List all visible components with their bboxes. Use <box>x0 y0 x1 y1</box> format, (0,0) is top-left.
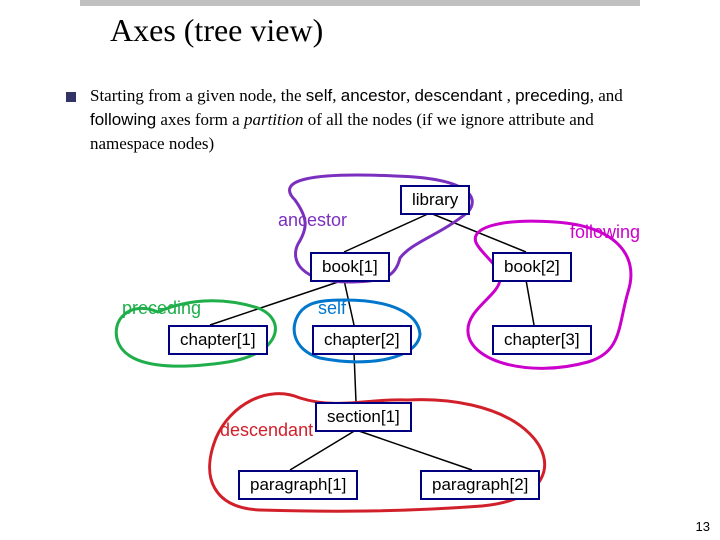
node-section1: section[1] <box>315 402 412 432</box>
sep4: , and <box>590 86 623 105</box>
self-label: self <box>318 298 346 319</box>
bullet-icon <box>66 92 76 102</box>
node-library: library <box>400 185 470 215</box>
p-partition: partition <box>244 110 304 129</box>
kw-preceding: preceding <box>515 86 590 105</box>
descendant-label: descendant <box>220 420 313 441</box>
node-chapter1: chapter[1] <box>168 325 268 355</box>
sep1: , <box>332 86 341 105</box>
following-label: following <box>570 222 640 243</box>
page-number: 13 <box>696 519 710 534</box>
header-rule <box>80 0 640 6</box>
kw-ancestor: ancestor <box>341 86 406 105</box>
sep3: , <box>502 86 515 105</box>
node-book1: book[1] <box>310 252 390 282</box>
ancestor-label: ancestor <box>278 210 347 231</box>
kw-following: following <box>90 110 156 129</box>
kw-self: self <box>306 86 332 105</box>
node-paragraph2: paragraph[2] <box>420 470 540 500</box>
node-book2: book[2] <box>492 252 572 282</box>
body-paragraph: Starting from a given node, the self, an… <box>90 84 650 155</box>
node-chapter3: chapter[3] <box>492 325 592 355</box>
p-prefix: Starting from a given node, the <box>90 86 306 105</box>
node-chapter2: chapter[2] <box>312 325 412 355</box>
kw-descendant: descendant <box>414 86 502 105</box>
preceding-label: preceding <box>122 298 201 319</box>
p-after: axes form a <box>156 110 244 129</box>
node-paragraph1: paragraph[1] <box>238 470 358 500</box>
slide-title: Axes (tree view) <box>110 12 323 49</box>
